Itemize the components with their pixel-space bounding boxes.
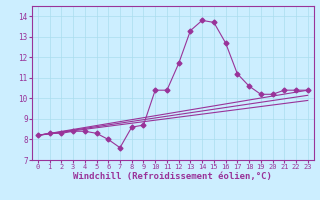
X-axis label: Windchill (Refroidissement éolien,°C): Windchill (Refroidissement éolien,°C): [73, 172, 272, 181]
